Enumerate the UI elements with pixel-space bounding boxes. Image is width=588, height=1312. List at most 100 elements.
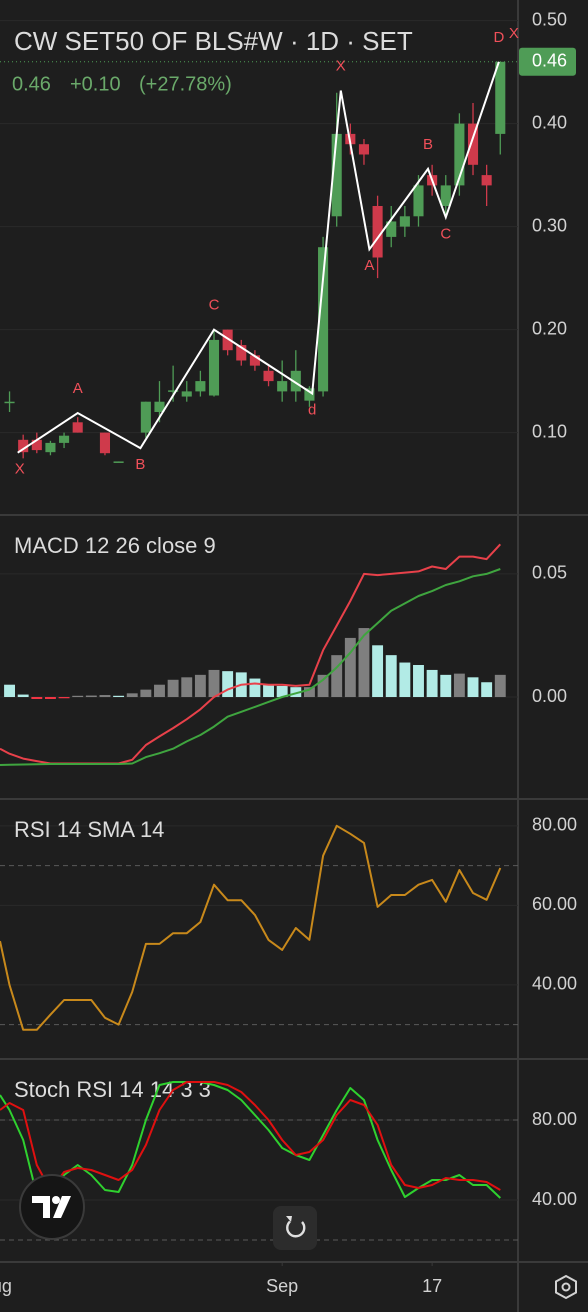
histogram-bar: [372, 645, 384, 698]
y-tick-label: 80.00: [532, 815, 577, 835]
last-price: 0.46: [12, 73, 51, 95]
y-tick-label: 40.00: [532, 974, 577, 994]
histogram-bar: [44, 697, 56, 699]
histogram-bar: [440, 674, 452, 698]
candle-body: [18, 439, 29, 453]
candle-body: [413, 185, 424, 217]
y-tick-label: 80.00: [532, 1109, 577, 1129]
replay-icon: [286, 1220, 306, 1238]
replay-bg: [273, 1206, 317, 1250]
histogram-bar: [331, 655, 343, 698]
logo-shape: [32, 1196, 50, 1218]
candle-body: [249, 355, 260, 366]
histogram-bar: [249, 678, 261, 698]
histogram-bar: [385, 655, 397, 698]
histogram-bar: [72, 695, 84, 698]
settings-icon: [561, 1282, 571, 1292]
indicator-line: [0, 824, 502, 1031]
histogram-bar: [263, 684, 274, 698]
replay-icon: [286, 1216, 292, 1222]
candle-body: [304, 388, 315, 401]
logo-circle: [19, 1174, 85, 1240]
histogram-bar: [113, 695, 125, 698]
candle-body: [399, 216, 410, 227]
candle-body: [467, 123, 479, 165]
logo-shape: [53, 1196, 71, 1218]
candle-body: [331, 133, 342, 217]
y-tick-label: 40.00: [532, 1189, 577, 1209]
histogram-bar: [453, 673, 465, 698]
pattern-label: B: [423, 136, 433, 153]
y-tick-label: 0.10: [532, 421, 567, 441]
logo-shape: [52, 1196, 60, 1204]
candle-body: [318, 247, 329, 392]
pattern-label: A: [364, 257, 374, 274]
histogram-bar: [181, 677, 193, 698]
pattern-label: X: [15, 461, 25, 478]
pattern-label: D: [493, 29, 504, 46]
pattern-label: C: [440, 225, 451, 242]
y-tick-label: 0.30: [532, 215, 567, 235]
y-tick-label: 0.40: [532, 112, 567, 132]
histogram-bar: [276, 685, 288, 698]
histogram-bar: [494, 674, 506, 698]
histogram-bar: [303, 687, 315, 698]
chart-title: CW SET50 OF BLS#W · 1D · SET: [14, 26, 413, 56]
candle-body: [481, 175, 492, 186]
panel-title: Stoch RSI 14 14 3 3: [14, 1077, 211, 1102]
candle-body: [386, 221, 397, 237]
histogram-bar: [317, 674, 329, 698]
replay-button[interactable]: [273, 1206, 317, 1250]
histogram-bar: [99, 695, 111, 698]
pattern-label: C: [209, 297, 220, 314]
candle-body: [358, 144, 370, 155]
candle-body: [59, 435, 70, 443]
logo-button[interactable]: [19, 1174, 85, 1240]
candle-body: [99, 432, 111, 454]
histogram-bar: [426, 669, 438, 698]
histogram-bar: [290, 687, 302, 698]
histogram-bar: [17, 694, 29, 698]
candle-body: [222, 329, 233, 351]
pattern-label: X: [509, 25, 519, 42]
pattern-label: X: [336, 58, 346, 75]
candle-body: [181, 391, 192, 397]
price-change: +0.10: [70, 73, 121, 95]
x-tick-label: Sep: [266, 1276, 298, 1296]
x-tick-label: 17: [422, 1276, 442, 1296]
harmonic-pattern: [17, 61, 500, 454]
histogram-bar: [222, 671, 234, 698]
y-tick-label: 60.00: [532, 894, 577, 914]
candle-body: [208, 339, 220, 396]
pattern-label: A: [73, 380, 83, 397]
candle-body: [31, 439, 42, 451]
histogram-bar: [85, 695, 97, 698]
candle-body: [454, 123, 465, 186]
candle-body: [495, 61, 506, 134]
settings-icon: [555, 1274, 577, 1300]
pattern-label: d: [308, 401, 316, 418]
panel-title: MACD 12 26 close 9: [14, 533, 216, 558]
y-tick-label: 0.05: [532, 563, 567, 583]
candle-body: [168, 390, 179, 392]
candle-body: [72, 422, 83, 433]
settings-button[interactable]: [555, 1274, 577, 1300]
histogram-bar: [58, 697, 70, 699]
indicator-line: [0, 568, 501, 766]
histogram-bar: [358, 628, 370, 698]
histogram-bar: [481, 682, 493, 698]
panel-title: RSI 14 SMA 14: [14, 817, 164, 842]
pattern-label: B: [135, 456, 145, 473]
last-price-tag: [519, 47, 576, 76]
candle-body: [154, 401, 165, 412]
histogram-bar: [154, 684, 165, 698]
y-tick-label: 0.20: [532, 318, 567, 338]
candle-body: [195, 381, 206, 392]
histogram-bar: [4, 684, 15, 698]
candle-body: [372, 206, 383, 258]
last-price-tag-label: 0.46: [532, 51, 567, 71]
indicator-line: [0, 1081, 501, 1199]
candle-body: [290, 370, 301, 392]
